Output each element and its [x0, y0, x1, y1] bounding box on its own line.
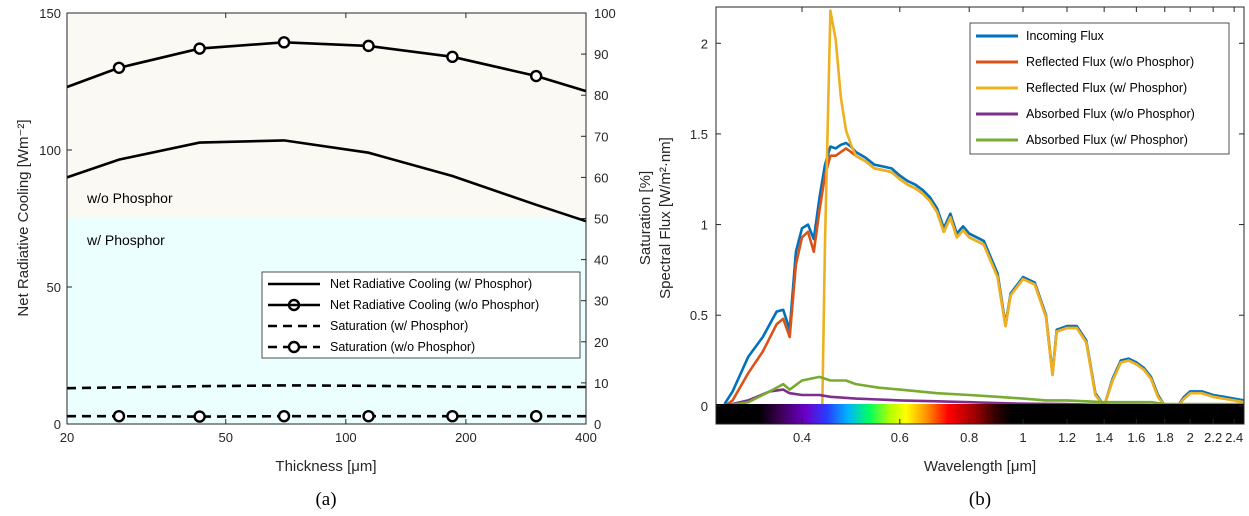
data-point-marker [362, 409, 375, 423]
data-point-marker [529, 409, 543, 423]
region-label-with-phosphor: w/ Phosphor [86, 232, 165, 248]
panel-b-legend: Incoming Flux Reflected Flux (w/o Phosph… [969, 22, 1230, 155]
x-tick-label: 0.8 [960, 430, 978, 445]
y-right-tick-label: 10 [594, 376, 608, 391]
legend-label: Absorbed Flux (w/ Phosphor) [1026, 133, 1188, 147]
x-tick-label: 1 [1019, 430, 1026, 445]
panel-a-legend: Net Radiative Cooling (w/ Phosphor) Net … [261, 271, 581, 359]
data-point-marker [112, 61, 126, 75]
panel-b-xlabel: Wavelength [μm] [924, 458, 1036, 475]
y-right-tick-label: 30 [594, 294, 608, 309]
legend-marker-circle [287, 340, 301, 354]
data-point-marker [277, 36, 291, 49]
data-point-marker [529, 69, 543, 83]
y-right-tick-label: 50 [594, 212, 608, 227]
x-tick-label: 2 [1187, 430, 1194, 445]
x-tick-label: 200 [455, 430, 477, 445]
y-tick-label: 100 [39, 143, 61, 158]
panel-a-xlabel: Thickness [μm] [275, 458, 376, 475]
panel-a-ylabel-left: Net Radiative Cooling [Wm⁻²] [15, 119, 32, 316]
y-right-tick-label: 60 [594, 170, 608, 185]
legend-label: Net Radiative Cooling (w/o Phosphor) [330, 298, 539, 312]
panel-b-chart: 0.4 0.6 0.8 1 1.2 1.4 1.6 1.8 2 2.2 2.4 0 0.5 1 1.5 2 I… [657, 6, 1245, 510]
x-tick-label: 400 [575, 430, 597, 445]
x-tick-label: 1.2 [1058, 430, 1076, 445]
legend-label: Saturation (w/o Phosphor) [330, 340, 475, 354]
legend-box [261, 271, 581, 359]
x-tick-label: 1.6 [1127, 430, 1145, 445]
legend-label: Reflected Flux (w/o Phosphor) [1026, 55, 1194, 69]
data-point-marker [193, 410, 206, 423]
x-tick-label: 1.4 [1095, 430, 1113, 445]
y-right-tick-label: 0 [594, 417, 601, 432]
legend-label: Absorbed Flux (w/o Phosphor) [1026, 107, 1195, 121]
y-right-tick-label: 70 [594, 129, 608, 144]
y-right-tick-label: 20 [594, 335, 608, 350]
data-point-marker [277, 409, 291, 423]
y-tick-label: 50 [47, 280, 61, 295]
data-point-marker [446, 50, 459, 64]
y-tick-label: 1.5 [690, 127, 708, 142]
series-line [66, 139, 587, 223]
y-right-tick-label: 80 [594, 88, 608, 103]
spectrum-color-bar [716, 404, 1244, 424]
y-right-tick-label: 100 [594, 6, 616, 21]
legend-label: Net Radiative Cooling (w/ Phosphor) [330, 277, 532, 291]
y-right-tick-label: 90 [594, 47, 608, 62]
x-tick-label: 0.6 [891, 430, 909, 445]
data-point-marker [193, 42, 206, 55]
legend-label: Reflected Flux (w/ Phosphor) [1026, 81, 1187, 95]
x-tick-label: 50 [219, 430, 233, 445]
y-tick-label: 0.5 [690, 308, 708, 323]
y-tick-label: 150 [39, 6, 61, 21]
data-point-marker [446, 409, 459, 423]
panel-a-caption: (a) [315, 489, 336, 510]
x-tick-label: 2.2 [1204, 430, 1222, 445]
data-point-marker [362, 39, 375, 53]
x-tick-label: 0.4 [793, 430, 811, 445]
y-tick-label: 0 [54, 417, 61, 432]
data-point-marker [112, 409, 126, 423]
y-tick-label: 1 [701, 218, 708, 233]
legend-label: Incoming Flux [1026, 29, 1105, 43]
panel-b-axes-box [715, 6, 1245, 425]
legend-marker-circle [287, 298, 301, 312]
panel-b-ylabel: Spectral Flux [W/m²·nm] [657, 137, 674, 299]
series-line [724, 375, 1244, 408]
y-tick-label: 2 [701, 36, 708, 51]
series-line [66, 384, 586, 390]
series-line [66, 40, 587, 93]
legend-label: Saturation (w/ Phosphor) [330, 319, 468, 333]
x-tick-label: 1.8 [1156, 430, 1174, 445]
region-without-phosphor-background [67, 13, 586, 218]
x-tick-label: 2.4 [1225, 430, 1243, 445]
x-tick-label: 20 [60, 430, 74, 445]
x-tick-label: 100 [335, 430, 357, 445]
panel-a-ylabel-right: Saturation [%] [637, 171, 654, 265]
panel-a-chart: 20 50 100 200 400050100150010203040506070809… [15, 6, 654, 510]
y-right-tick-label: 40 [594, 253, 608, 268]
panel-b-caption: (b) [969, 489, 991, 510]
region-label-without-phosphor: w/o Phosphor [86, 190, 173, 206]
y-tick-label: 0 [701, 399, 708, 414]
